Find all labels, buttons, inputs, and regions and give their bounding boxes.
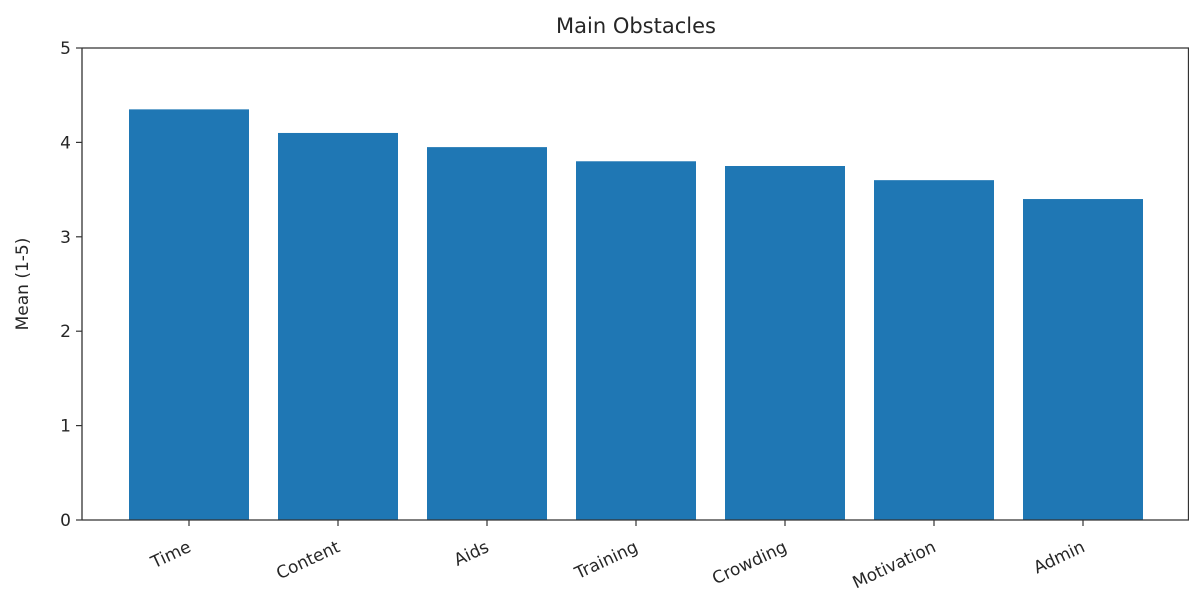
bar-aids <box>427 147 547 520</box>
x-tick-label-motivation: Motivation <box>850 537 940 593</box>
bar-content <box>278 132 398 520</box>
bar-crowding <box>725 166 845 520</box>
y-tick-label: 0 <box>60 511 71 531</box>
x-tick-label-training: Training <box>571 537 641 584</box>
chart-title: Main Obstacles <box>556 14 716 38</box>
bar-admin <box>1023 199 1143 521</box>
bar-motivation <box>874 180 994 520</box>
x-tick-label-aids: Aids <box>451 537 492 570</box>
y-tick-label: 3 <box>60 228 71 248</box>
x-tick-label-time: Time <box>147 537 194 573</box>
bar-time <box>129 109 249 521</box>
y-tick-label: 2 <box>60 322 71 342</box>
y-tick-label: 5 <box>60 39 71 59</box>
y-ticks: 0 1 2 3 4 5 <box>60 39 82 531</box>
bar-training <box>576 161 696 520</box>
y-axis-title: Mean (1-5) <box>13 238 33 331</box>
x-ticks: Time Content Aids Training Crowding Motivatio… <box>147 520 1088 593</box>
x-tick-label-content: Content <box>273 537 343 584</box>
x-tick-label-crowding: Crowding <box>709 537 790 589</box>
x-tick-label-admin: Admin <box>1031 537 1089 578</box>
y-tick-label: 1 <box>60 417 71 437</box>
bars-layer <box>129 109 1143 521</box>
y-tick-label: 4 <box>60 133 71 153</box>
